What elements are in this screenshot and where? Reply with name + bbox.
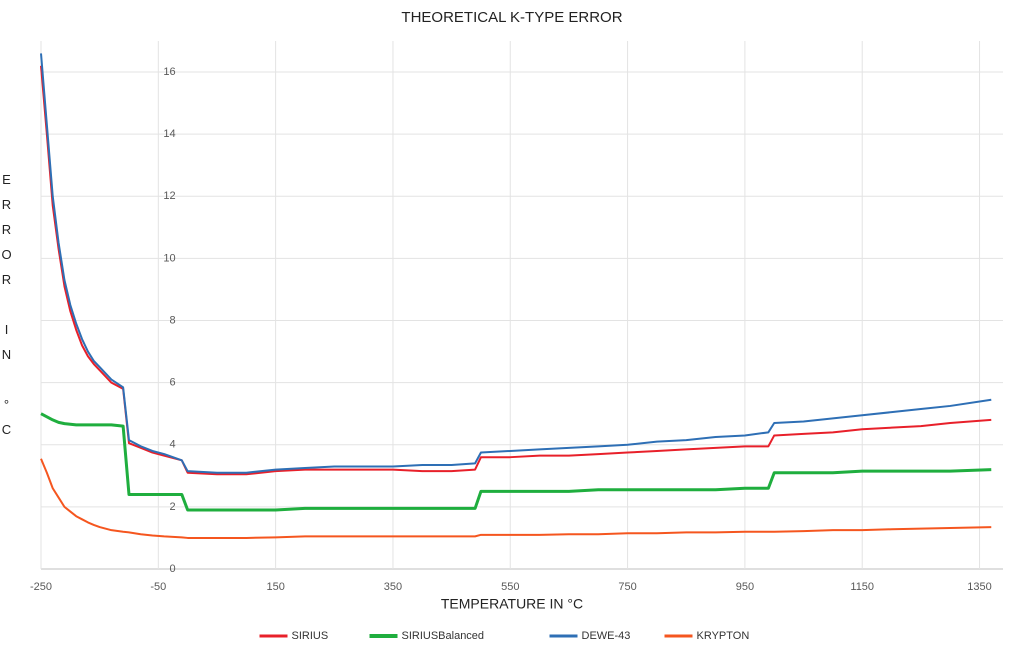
legend-label: SIRIUS xyxy=(292,630,329,642)
legend-label: SIRIUSBalanced xyxy=(402,630,485,642)
x-tick-label: 150 xyxy=(266,581,284,593)
x-tick-label: 1350 xyxy=(967,581,991,593)
series-line xyxy=(40,412,992,512)
y-tick-label: 0 xyxy=(170,563,176,575)
series-line xyxy=(40,65,992,476)
series-line xyxy=(40,53,992,474)
series-line xyxy=(40,458,992,539)
x-tick-label: 950 xyxy=(736,581,754,593)
y-tick-label: 6 xyxy=(170,377,176,389)
x-tick-label: -50 xyxy=(150,581,166,593)
x-tick-label: -250 xyxy=(30,581,52,593)
legend-label: DEWE-43 xyxy=(582,630,631,642)
y-axis-label: ERROR IN °C xyxy=(0,172,14,447)
y-tick-label: 10 xyxy=(163,252,175,264)
y-tick-label: 12 xyxy=(163,190,175,202)
legend-label: KRYPTON xyxy=(697,630,750,642)
x-tick-label: 550 xyxy=(501,581,519,593)
x-tick-label: 350 xyxy=(384,581,402,593)
y-tick-label: 16 xyxy=(163,66,175,78)
y-tick-label: 8 xyxy=(170,314,176,326)
y-tick-label: 2 xyxy=(170,501,176,513)
y-tick-label: 14 xyxy=(163,128,175,140)
x-tick-label: 1150 xyxy=(850,581,874,593)
x-tick-label: 750 xyxy=(618,581,636,593)
y-tick-label: 4 xyxy=(170,439,176,451)
x-axis-label: TEMPERATURE IN °C xyxy=(441,596,583,612)
chart-title: THEORETICAL K-TYPE ERROR xyxy=(401,9,622,26)
